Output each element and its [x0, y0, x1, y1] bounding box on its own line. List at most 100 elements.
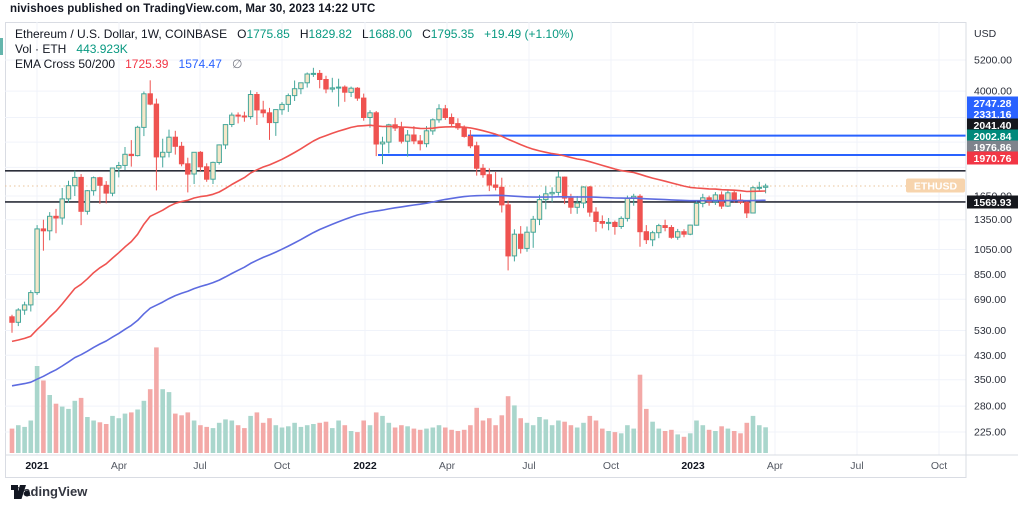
volume-bar: [662, 431, 668, 453]
volume-bar: [549, 425, 555, 453]
candle: [524, 231, 530, 249]
time-axis[interactable]: 2021 Apr Jul Oct 2022 Apr Jul Oct 2023 Apr Jul Oct: [25, 460, 947, 472]
candle: [254, 94, 260, 111]
candle: [342, 86, 348, 93]
ema50-value: 1725.39: [125, 57, 169, 71]
change-value: +19.49 (+1.10%): [484, 27, 574, 41]
volume-bar: [443, 427, 448, 453]
volume-bar: [317, 422, 322, 453]
candle: [687, 224, 693, 235]
ema200-value: 1574.47: [178, 57, 222, 71]
volume-bar: [135, 409, 140, 453]
volume-bar: [493, 425, 498, 453]
candle: [47, 215, 53, 232]
volume-bar: [173, 413, 178, 453]
candle: [762, 185, 769, 188]
price-axis-badge: 1976.86: [967, 140, 1018, 154]
candle: [141, 93, 147, 128]
candle: [649, 232, 656, 241]
legend-volume-row[interactable]: Vol · ETH 443.923K: [15, 42, 574, 57]
volume-bar: [524, 422, 530, 453]
candle: [134, 126, 141, 157]
volume-bar: [436, 425, 442, 453]
candle: [373, 112, 379, 145]
candle: [561, 176, 568, 199]
price-axis-badge: 1569.93: [967, 195, 1018, 209]
candle: [335, 86, 342, 89]
candle: [587, 186, 593, 213]
candle: [317, 72, 323, 81]
volume-bar: [757, 425, 762, 453]
candle: [28, 292, 34, 306]
volume-bar: [210, 428, 216, 453]
volume-bar: [198, 425, 203, 453]
candle: [235, 114, 241, 117]
price-axis-badge: 2331.16: [967, 107, 1018, 121]
volume-bar: [681, 436, 687, 453]
legend-ema-row[interactable]: EMA Cross 50/200 1725.39 1574.47 ∅: [15, 57, 574, 72]
time-tick-label: Jul: [193, 460, 206, 472]
candle: [34, 228, 40, 294]
volume-bar: [738, 433, 743, 453]
volume-bar: [373, 412, 379, 453]
candle: [204, 166, 210, 180]
volume-bar: [342, 425, 348, 453]
time-tick-label: 2021: [25, 460, 49, 472]
price-axis[interactable]: USD5200.004000.001650.001350.001050.0085…: [974, 28, 1012, 438]
volume-bar: [461, 429, 467, 453]
volume-bar: [304, 425, 310, 453]
tradingview-logo-text: TradingView: [11, 484, 88, 499]
candle: [172, 136, 179, 147]
volume-bar: [97, 422, 103, 453]
candle: [455, 123, 461, 129]
candle: [467, 135, 474, 147]
candle: [386, 124, 392, 143]
time-tick-label: Apr: [439, 460, 456, 472]
volume-bar: [574, 427, 580, 453]
volume-bar: [103, 424, 109, 453]
open-value: 1775.85: [246, 27, 290, 41]
ema-cross-label: EMA Cross 50/200: [15, 57, 116, 71]
time-tick-label: Jul: [522, 460, 535, 472]
low-value: 1688.00: [368, 27, 413, 41]
price-tick-label: 5200.00: [974, 55, 1012, 67]
candle: [298, 82, 304, 90]
legend-symbol-row[interactable]: Ethereum / U.S. Dollar, 1W, COINBASE O17…: [15, 27, 574, 41]
volume-bar: [311, 424, 316, 453]
symbol-title: Ethereum / U.S. Dollar, 1W, COINBASE: [15, 27, 228, 41]
volume-bar: [719, 426, 724, 453]
volume-bar: [631, 428, 636, 453]
volume-bar: [474, 407, 479, 453]
candle: [612, 221, 618, 227]
candle: [398, 127, 405, 142]
volume-bar: [242, 428, 247, 453]
volume-bar: [41, 380, 46, 453]
candle: [103, 184, 109, 194]
volume-bar: [675, 434, 680, 453]
candle: [329, 87, 336, 90]
candle: [580, 186, 587, 204]
candle: [461, 127, 467, 137]
candle: [122, 153, 128, 166]
volume-bar: [499, 415, 505, 453]
volume-bar: [430, 427, 436, 453]
candle: [637, 195, 643, 233]
candle: [109, 167, 116, 194]
price-tick-label: 1050.00: [974, 244, 1012, 256]
candle: [241, 115, 248, 118]
time-tick-label: Oct: [603, 460, 619, 472]
time-tick-label: Jul: [850, 460, 863, 472]
grid-layer: [5, 22, 966, 455]
svg-text:2002.84: 2002.84: [974, 131, 1012, 143]
volume-bar: [731, 431, 737, 453]
volume-bar: [694, 420, 699, 453]
tradingview-logo[interactable]: TradingView: [11, 484, 87, 499]
candle: [668, 227, 675, 238]
price-axis-badge: 2002.84: [967, 129, 1018, 143]
symbol-tag-text: ETHUSD: [914, 181, 958, 193]
volume-bar: [480, 420, 486, 453]
candle: [712, 194, 719, 203]
price-tick-label: 225.00: [974, 426, 1006, 438]
